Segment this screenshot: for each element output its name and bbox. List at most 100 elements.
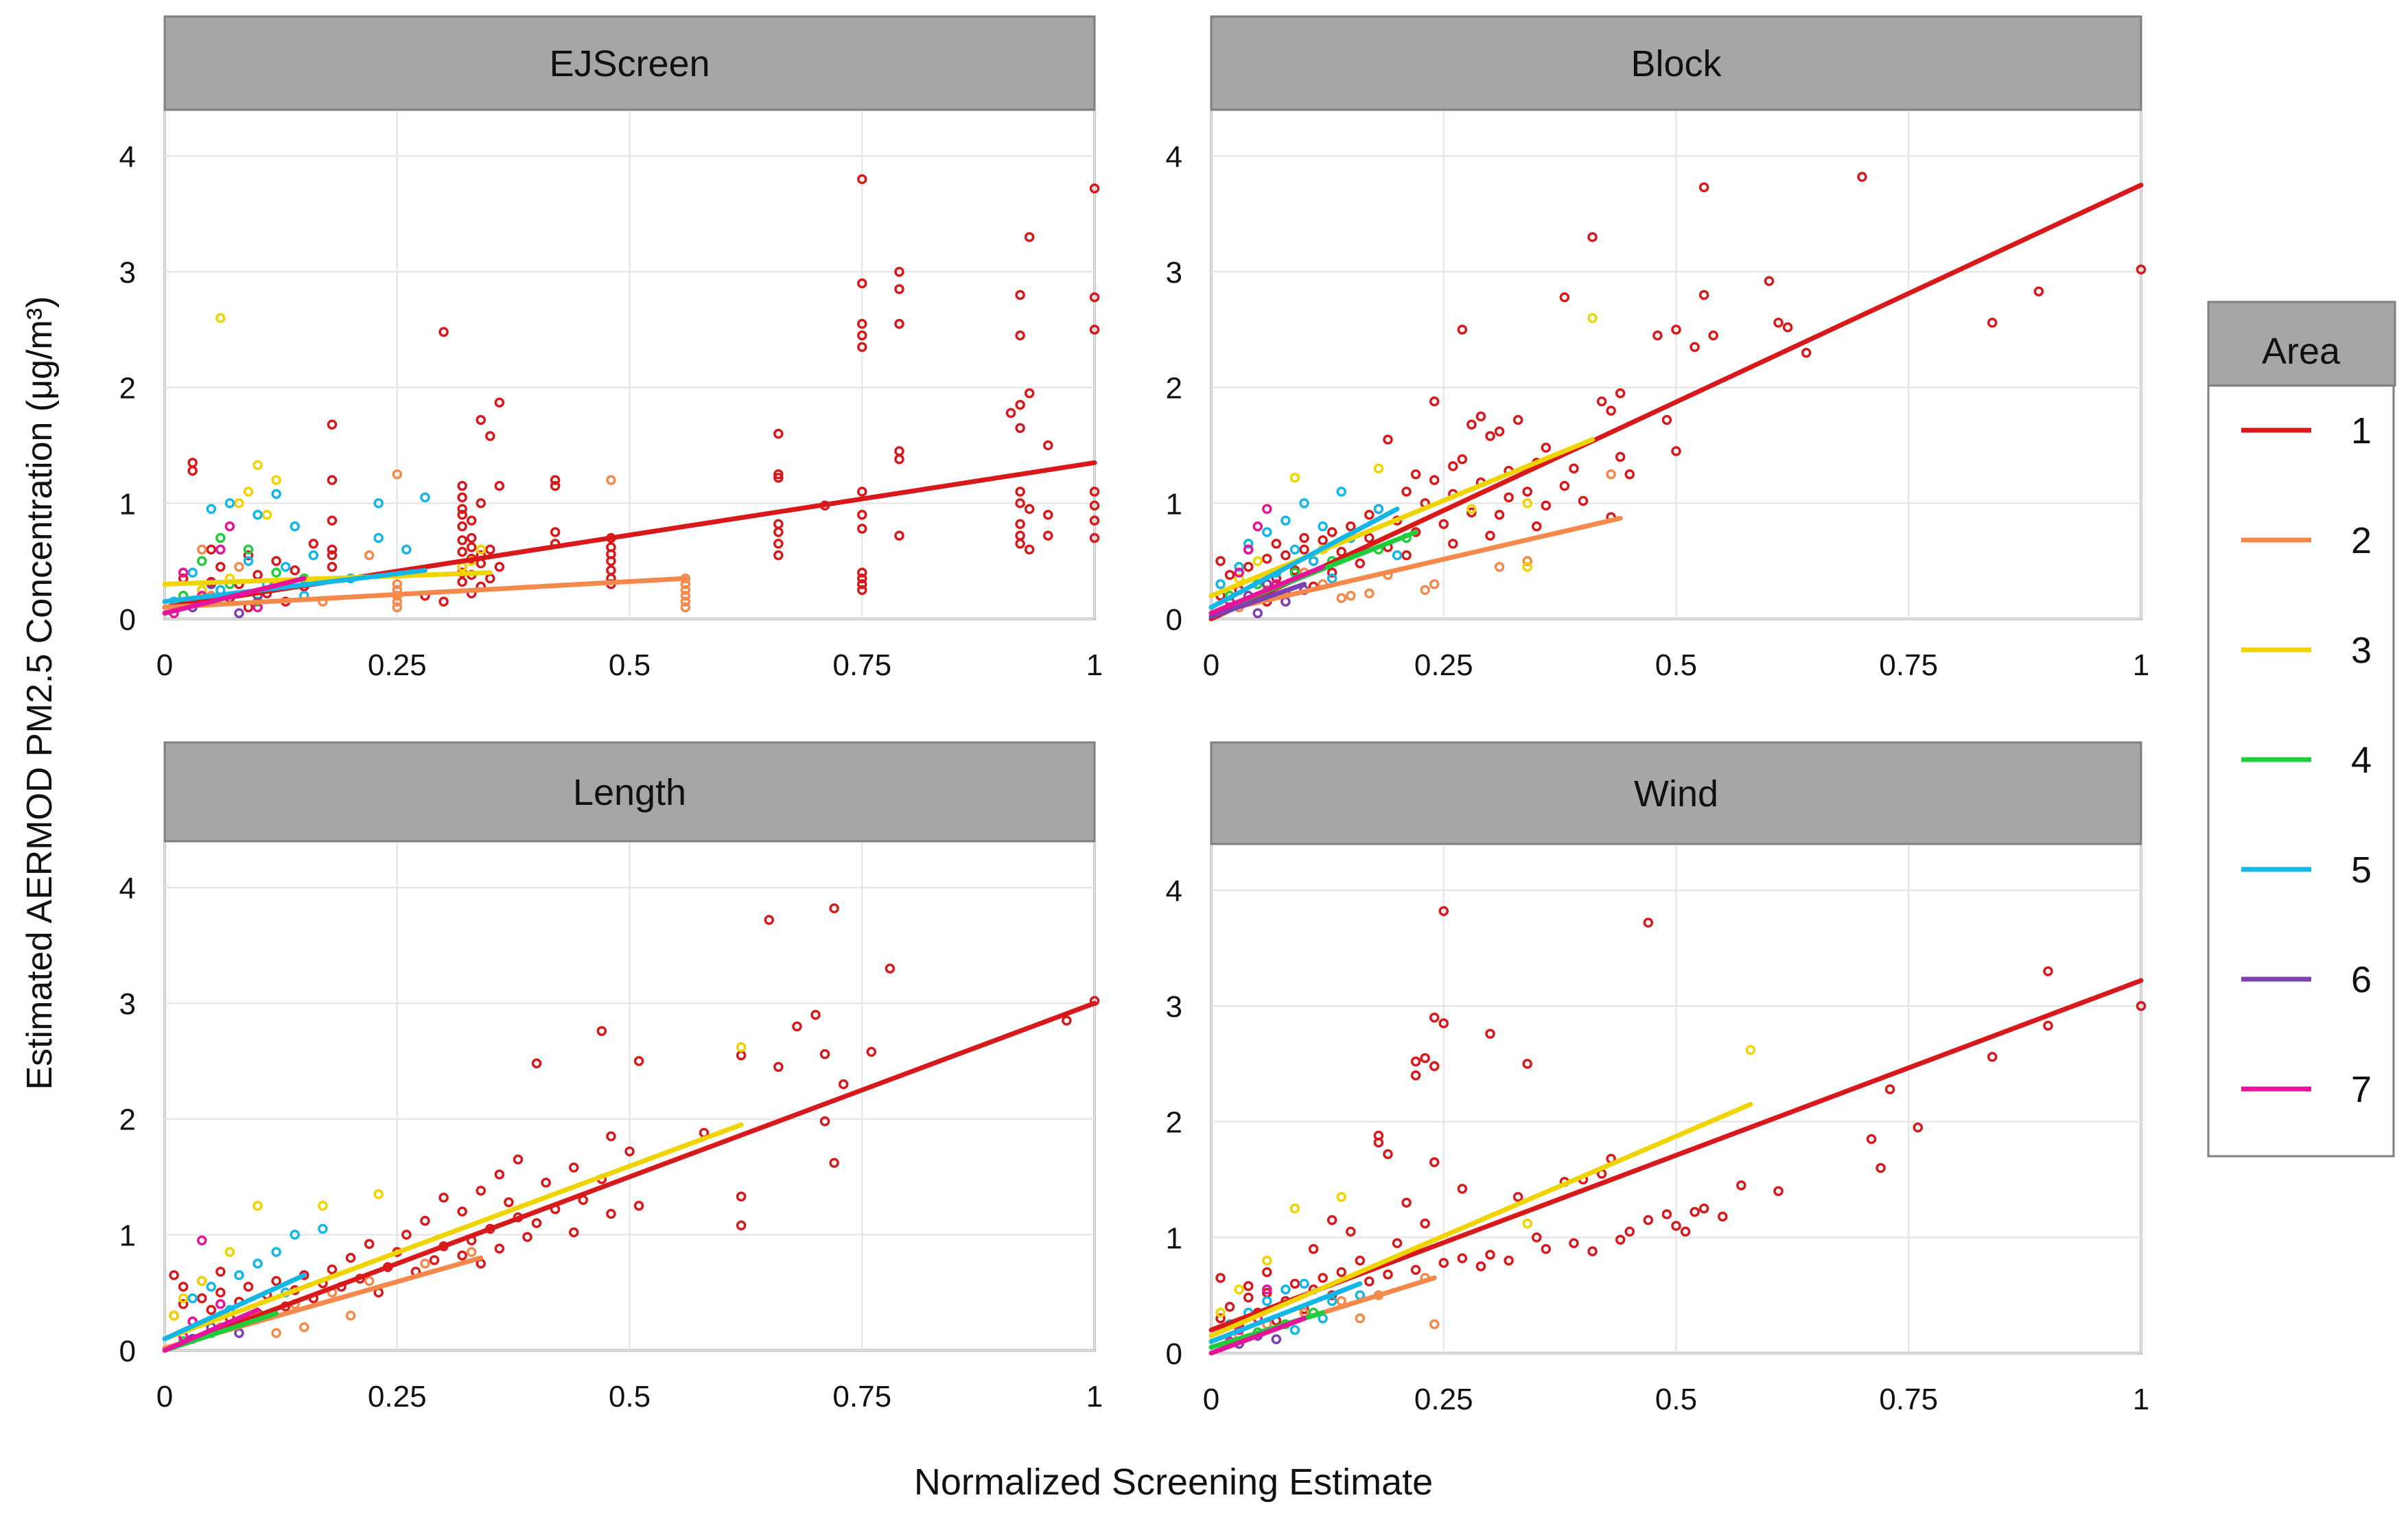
data-point-area-3: [1466, 504, 1477, 515]
data-point-area-5: [187, 1293, 198, 1304]
data-point-area-1: [1224, 1302, 1235, 1312]
data-point-area-1: [401, 1230, 412, 1240]
y-tick-label: 2: [1166, 1106, 1182, 1140]
y-tick-label: 1: [1166, 1221, 1182, 1255]
data-point-area-1: [1410, 469, 1421, 480]
x-tick-label: 0.25: [368, 1380, 427, 1414]
data-point-area-5: [308, 550, 319, 561]
data-point-area-5: [243, 556, 254, 566]
data-point-area-5: [373, 498, 384, 508]
x-tick-label: 0.75: [1879, 648, 1938, 682]
data-point-area-1: [327, 1264, 338, 1275]
data-point-area-1: [838, 1079, 849, 1090]
data-point-area-5: [1281, 515, 1291, 526]
data-point-area-2: [680, 591, 691, 601]
data-point-area-5: [1262, 527, 1272, 537]
data-point-area-2: [1606, 469, 1616, 480]
data-point-area-1: [1289, 1278, 1300, 1289]
data-point-area-1: [773, 428, 784, 439]
data-point-area-1: [550, 480, 561, 491]
trendline-area-5: [162, 567, 428, 605]
data-point-area-1: [857, 579, 867, 589]
data-point-area-1: [606, 1208, 616, 1219]
data-point-area-2: [392, 596, 402, 607]
data-point-area-1: [819, 1116, 830, 1127]
trendline-area-7: [162, 576, 307, 616]
panel-length: Length 0 0.25 0.5 0.75 1 0 1 2 3 4: [119, 741, 1103, 1414]
data-point-area-1: [1364, 509, 1375, 520]
data-point-area-1: [633, 1056, 644, 1066]
data-point-area-2: [680, 596, 691, 607]
data-point-area-1: [1438, 906, 1449, 917]
data-point-area-1: [466, 515, 477, 526]
data-point-area-1: [857, 174, 867, 185]
data-point-area-1: [457, 546, 467, 557]
data-point-area-1: [1318, 535, 1328, 546]
data-point-area-1: [1736, 1180, 1746, 1191]
data-point-area-1: [1884, 1084, 1895, 1094]
data-point-area-1: [271, 1276, 281, 1287]
data-point-area-1: [457, 521, 467, 532]
data-point-area-1: [1062, 1016, 1072, 1026]
data-point-area-1: [327, 475, 338, 485]
data-point-area-1: [1504, 1255, 1514, 1266]
data-point-area-2: [271, 1328, 281, 1338]
data-point-area-1: [290, 565, 300, 576]
y-tick-label: 2: [119, 1103, 136, 1137]
data-point-area-1: [1671, 446, 1681, 456]
data-point-area-2: [364, 550, 375, 561]
y-tick-label: 0: [1166, 603, 1182, 637]
data-point-area-5: [1308, 556, 1319, 566]
data-point-area-1: [1512, 1192, 1523, 1202]
data-point-area-1: [624, 1146, 635, 1157]
data-point-area-1: [1457, 1253, 1468, 1263]
data-point-area-2: [299, 1322, 309, 1333]
data-point-area-1: [522, 1232, 533, 1242]
data-point-area-3: [1215, 1307, 1226, 1318]
data-point-area-1: [1015, 423, 1025, 433]
data-point-area-1: [1215, 1313, 1226, 1324]
data-point-area-1: [1857, 172, 1867, 183]
data-point-area-1: [1308, 1243, 1319, 1254]
data-point-area-5: [1392, 550, 1403, 561]
data-point-area-1: [1015, 498, 1025, 508]
data-point-area-1: [1698, 182, 1709, 193]
data-point-area-1: [764, 915, 774, 925]
data-point-area-1: [1015, 399, 1025, 410]
data-point-area-5: [206, 504, 216, 515]
data-point-area-1: [857, 278, 867, 289]
trendline-area-3: [1208, 1101, 1753, 1339]
data-point-area-1: [1355, 558, 1366, 569]
data-point-area-1: [206, 1304, 216, 1315]
data-point-area-3: [215, 313, 226, 323]
data-point-area-1: [1559, 480, 1570, 491]
data-point-area-1: [1438, 519, 1449, 529]
data-point-area-3: [1522, 561, 1532, 572]
data-point-area-7: [215, 1299, 226, 1309]
data-point-area-7: [215, 544, 226, 555]
data-point-area-1: [457, 492, 467, 503]
x-tick-label: 0.5: [609, 648, 651, 682]
data-point-area-1: [2043, 1020, 2053, 1031]
data-point-area-3: [1234, 1285, 1244, 1295]
data-point-area-1: [1015, 486, 1025, 497]
data-point-area-1: [885, 963, 896, 974]
data-point-area-1: [1262, 554, 1272, 564]
trendline-area-2: [1208, 515, 1623, 616]
data-point-area-1: [792, 1021, 802, 1032]
data-point-area-7: [196, 1235, 207, 1246]
data-point-area-1: [736, 1220, 747, 1231]
data-point-area-5: [234, 1270, 244, 1280]
data-point-area-1: [1243, 1292, 1254, 1303]
data-point-area-1: [1532, 521, 1542, 532]
data-point-area-1: [1987, 1052, 1998, 1062]
data-point-area-3: [1252, 556, 1263, 566]
data-point-area-1: [513, 1154, 524, 1164]
trendline-area-7: [1208, 564, 1326, 616]
trendline-area-7: [1208, 1315, 1307, 1356]
data-point-area-3: [373, 1189, 384, 1199]
data-point-area-1: [364, 1239, 375, 1250]
y-tick-label: 0: [119, 603, 136, 637]
data-point-area-1: [810, 1009, 821, 1020]
data-point-area-5: [1299, 498, 1309, 508]
